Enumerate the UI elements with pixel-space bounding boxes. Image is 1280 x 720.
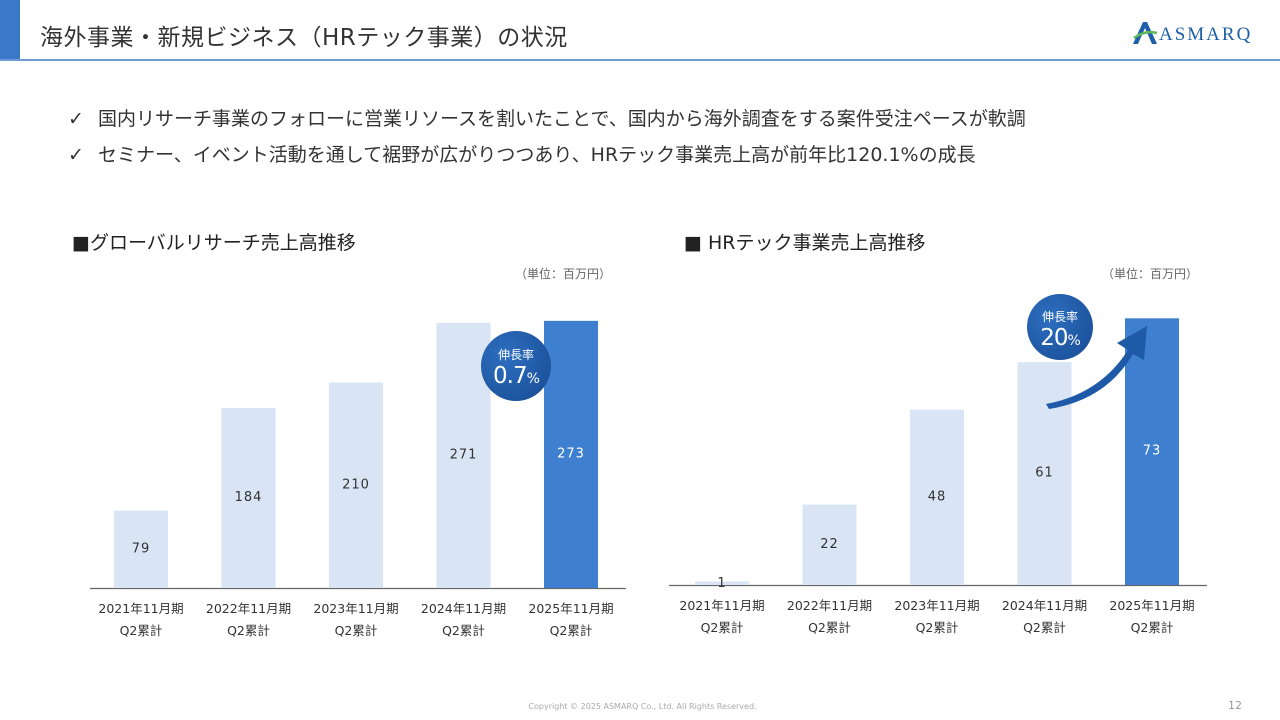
header-rule xyxy=(0,59,1280,61)
category-label: 2023年11月期 Q2累計 xyxy=(877,595,997,639)
data-label: 22 xyxy=(820,537,839,552)
data-label: 1 xyxy=(717,576,726,591)
bullet-item: ✓ 国内リサーチ事業のフォローに営業リソースを割いたことで、国内から海外調査をする… xyxy=(68,104,1026,140)
growth-rate-suffix: % xyxy=(1067,332,1080,349)
category-period: 2021年11月期 xyxy=(679,598,765,613)
logo-mark-icon xyxy=(1133,22,1158,44)
category-sub: Q2累計 xyxy=(1130,620,1174,635)
category-label: 2025年11月期 Q2累計 xyxy=(1092,595,1212,639)
category-period: 2025年11月期 xyxy=(1109,598,1195,613)
slide-header: 海外事業・新規ビジネス（HRテック事業）の状況 xyxy=(0,0,1280,62)
growth-rate-suffix: % xyxy=(526,370,540,387)
data-label: 73 xyxy=(1143,444,1162,459)
data-label: 48 xyxy=(928,489,947,504)
category-sub: Q2累計 xyxy=(915,620,959,635)
bar xyxy=(1125,318,1179,585)
header-accent-bar xyxy=(0,0,20,61)
category-label: 2022年11月期 Q2累計 xyxy=(189,598,309,642)
growth-rate-label: 伸長率 xyxy=(497,347,534,362)
chart-unit-hr-tech: （単位：百万円） xyxy=(1102,267,1199,281)
bullet-list: ✓ 国内リサーチ事業のフォローに営業リソースを割いたことで、国内から海外調査をする… xyxy=(68,104,1026,176)
bullet-text: セミナー、イベント活動を通して裾野が広がりつつあり、HRテック事業売上高が前年比… xyxy=(98,144,976,166)
growth-rate-badge: 伸長率 0.7% xyxy=(481,331,551,401)
category-label: 2025年11月期 Q2累計 xyxy=(511,598,631,642)
growth-rate-value: 20% xyxy=(1040,324,1081,351)
category-sub: Q2累計 xyxy=(119,623,163,638)
bar xyxy=(695,581,749,585)
category-period: 2024年11月期 xyxy=(420,601,507,616)
category-sub: Q2累計 xyxy=(442,623,485,638)
category-sub: Q2累計 xyxy=(700,620,744,635)
category-period: 2022年11月期 xyxy=(786,598,873,613)
category-period: 2022年11月期 xyxy=(205,601,292,616)
chart-unit-global-research: （単位：百万円） xyxy=(515,267,612,281)
category-period: 2024年11月期 xyxy=(1001,598,1088,613)
data-label: 184 xyxy=(235,490,263,505)
bullet-item: ✓ セミナー、イベント活動を通して裾野が広がりつつあり、HRテック事業売上高が前年… xyxy=(68,140,1026,176)
category-label: 2023年11月期 Q2累計 xyxy=(296,598,416,642)
bar xyxy=(114,510,168,588)
slide-title: 海外事業・新規ビジネス（HRテック事業）の状況 xyxy=(40,25,568,51)
category-sub: Q2累計 xyxy=(1023,620,1066,635)
data-label: 79 xyxy=(132,541,151,556)
growth-rate-label: 伸長率 xyxy=(1041,309,1078,324)
chart-title-global-research: ■グローバルリサーチ売上高推移 xyxy=(72,232,356,254)
check-icon: ✓ xyxy=(68,108,84,130)
bar xyxy=(544,320,598,588)
data-label: 61 xyxy=(1035,466,1054,481)
category-label: 2024年11月期 Q2累計 xyxy=(404,598,524,642)
category-sub: Q2累計 xyxy=(227,623,270,638)
category-sub: Q2累計 xyxy=(549,623,593,638)
category-period: 2021年11月期 xyxy=(98,601,184,616)
data-label: 210 xyxy=(342,477,370,492)
growth-rate-badge: 伸長率 20% xyxy=(1027,294,1093,360)
company-logo: ASMARQ xyxy=(1130,18,1265,48)
category-label: 2021年11月期 Q2累計 xyxy=(81,598,201,642)
bar xyxy=(329,382,383,588)
data-label: 273 xyxy=(557,446,585,461)
category-period: 2025年11月期 xyxy=(528,601,614,616)
category-period: 2023年11月期 xyxy=(894,598,980,613)
data-label: 271 xyxy=(450,447,478,462)
page-number: 12 xyxy=(1228,699,1242,712)
category-label: 2021年11月期 Q2累計 xyxy=(662,595,782,639)
growth-rate-value: 0.7% xyxy=(493,362,540,389)
chart-title-hr-tech: ■ HRテック事業売上高推移 xyxy=(684,232,926,254)
category-label: 2024年11月期 Q2累計 xyxy=(985,595,1105,639)
bar xyxy=(910,409,964,585)
bar xyxy=(802,504,857,585)
copyright-text: Copyright © 2025 ASMARQ Co., Ltd. All Ri… xyxy=(528,702,757,711)
logo-wordmark: ASMARQ xyxy=(1159,24,1253,45)
category-label: 2022年11月期 Q2累計 xyxy=(770,595,890,639)
category-sub: Q2累計 xyxy=(334,623,378,638)
bullet-text: 国内リサーチ事業のフォローに営業リソースを割いたことで、国内から海外調査をする案… xyxy=(98,108,1026,130)
check-icon: ✓ xyxy=(68,144,84,166)
bar xyxy=(221,407,276,588)
category-period: 2023年11月期 xyxy=(313,601,399,616)
bar xyxy=(1017,362,1072,585)
category-sub: Q2累計 xyxy=(808,620,851,635)
